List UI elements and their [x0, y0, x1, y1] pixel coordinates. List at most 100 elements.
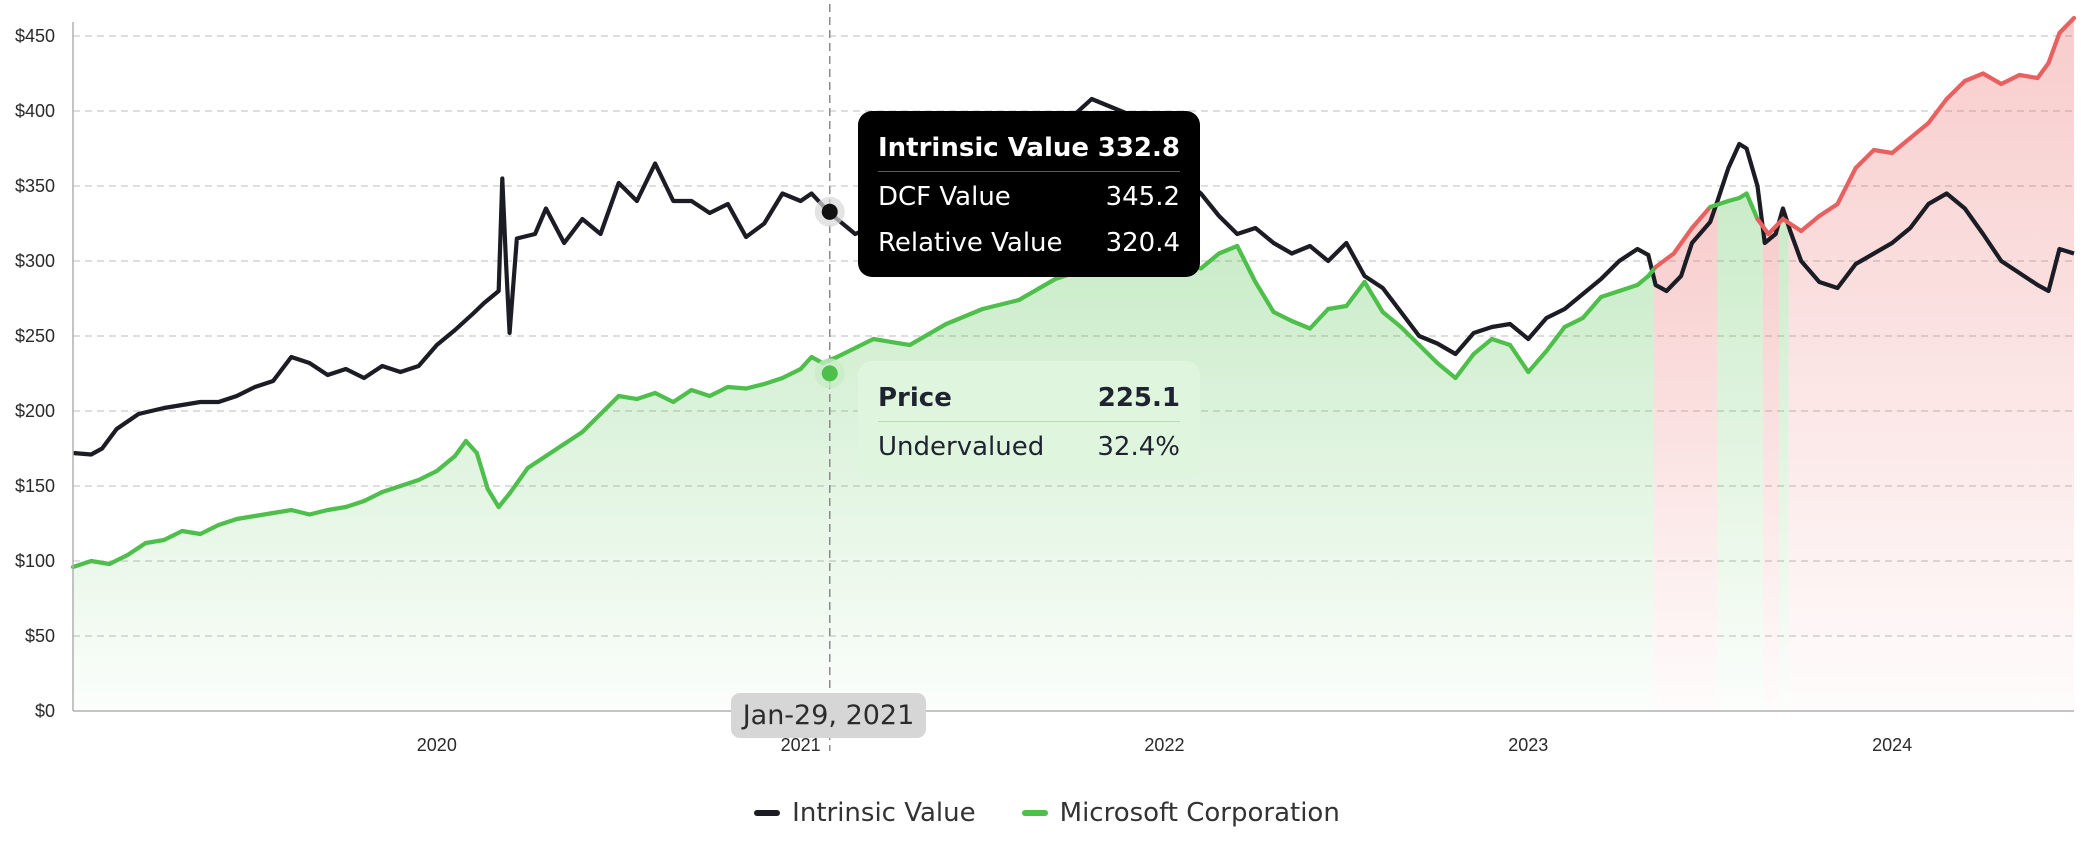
- relative-row: Relative Value 320.4: [878, 220, 1180, 266]
- price-line-segment: [1016, 276, 1058, 303]
- price-line-segment: [1326, 303, 1349, 312]
- price-line-segment: [1871, 147, 1895, 156]
- price-line-segment: [762, 375, 785, 387]
- status-value: 32.4%: [1097, 432, 1180, 462]
- legend-label-price: Microsoft Corporation: [1059, 798, 1340, 828]
- price-line-segment: [743, 381, 767, 391]
- y-tick-label: $0: [35, 701, 55, 721]
- price-line-segment: [1908, 120, 1931, 141]
- overvalued-area: [1653, 204, 1718, 711]
- price-line-segment: [180, 528, 203, 537]
- x-tick-label: 2022: [1144, 735, 1184, 755]
- price-line-segment: [2017, 72, 2040, 81]
- price-line-segment: [1780, 216, 1804, 234]
- price-line-segment: [1271, 309, 1294, 324]
- price-line-segment: [653, 390, 676, 405]
- price-line-segment: [1744, 191, 1760, 222]
- price-line-segment: [2035, 60, 2051, 81]
- price-line-segment: [143, 537, 167, 546]
- price-line-segment: [1307, 306, 1331, 331]
- price-line-segment: [1544, 324, 1567, 354]
- price-line-segment: [107, 552, 130, 567]
- price-tooltip: Price 225.1 Undervalued 32.4%: [858, 361, 1200, 479]
- undervalued-area: [73, 246, 1654, 711]
- relative-value: 320.4: [1105, 228, 1180, 258]
- price-line-segment: [361, 489, 385, 504]
- price-line-segment: [485, 486, 501, 510]
- price-line-segment: [474, 450, 490, 492]
- price-line-segment: [380, 483, 403, 495]
- price-line-segment: [289, 507, 312, 517]
- price-line-segment: [725, 384, 749, 391]
- y-tick-label: $400: [15, 101, 55, 121]
- price-line-segment: [252, 510, 276, 519]
- price-line-segment: [434, 453, 458, 474]
- axis-layer: $0 $50 $100 $150 $200 $250 $300 $350 $400 $450 202…: [15, 22, 2074, 755]
- y-tick-label: $100: [15, 551, 55, 571]
- price-line-segment: [1253, 279, 1276, 315]
- y-tick-label: $350: [15, 176, 55, 196]
- price-line-segment: [1453, 351, 1476, 381]
- price-line-segment: [616, 393, 640, 402]
- price-line-segment: [543, 441, 567, 459]
- price-value: 225.1: [1097, 383, 1180, 413]
- price-line-segment: [1598, 288, 1622, 300]
- price-line-segment: [1799, 213, 1822, 234]
- price-line-segment: [507, 465, 530, 496]
- hover-date-badge: Jan-29, 2021: [731, 693, 926, 738]
- price-line-segment: [216, 516, 239, 528]
- hover-dot-intrinsic: [821, 203, 838, 220]
- price-line-segment: [1235, 243, 1258, 285]
- hover-dot-price: [821, 365, 838, 382]
- price-line-segment: [161, 528, 185, 543]
- hover-layer: [814, 4, 845, 751]
- price-line-segment: [1653, 251, 1676, 270]
- price-line-segment: [1435, 360, 1458, 381]
- price-line-segment: [1617, 282, 1640, 294]
- price-label: Price: [878, 383, 952, 413]
- dcf-row: DCF Value 345.2: [878, 174, 1180, 220]
- price-line-segment: [598, 393, 621, 417]
- legend: Intrinsic Value Microsoft Corporation: [0, 798, 2094, 828]
- price-line-segment: [1562, 315, 1585, 330]
- dcf-label: DCF Value: [878, 182, 1011, 212]
- price-line-segment: [1835, 165, 1858, 207]
- price-line-segment: [1398, 324, 1422, 348]
- price-line-segment: [1526, 348, 1549, 375]
- price-line-segment: [1635, 273, 1651, 288]
- price-line-segment: [398, 477, 421, 489]
- intrinsic-row: Intrinsic Value 332.8: [878, 125, 1180, 171]
- legend-item-price[interactable]: Microsoft Corporation: [1021, 798, 1340, 828]
- price-line-segment: [1853, 147, 1877, 171]
- price-line-segment: [1198, 251, 1222, 271]
- price-line-segment: [89, 558, 112, 567]
- price-line-segment: [562, 429, 585, 447]
- price-line-segment: [689, 387, 712, 399]
- relative-label: Relative Value: [878, 228, 1063, 258]
- price-line-segment: [271, 507, 294, 516]
- y-tick-label: $150: [15, 476, 55, 496]
- price-line-segment: [634, 390, 658, 402]
- price-line-segment: [871, 336, 912, 348]
- price-line-segment: [1362, 279, 1385, 315]
- price-line-segment: [1980, 71, 2004, 87]
- legend-item-intrinsic[interactable]: Intrinsic Value: [754, 798, 976, 828]
- price-line-segment: [1471, 336, 1494, 357]
- price-line-segment: [1926, 96, 1949, 126]
- price-line-segment: [1708, 198, 1731, 210]
- price-line-segment: [907, 321, 949, 348]
- price-line-segment: [1417, 342, 1440, 366]
- price-line-segment: [707, 384, 730, 399]
- price-line-segment: [496, 491, 512, 510]
- price-line-segment: [325, 504, 348, 513]
- price-line-segment: [980, 297, 1022, 312]
- undervalued-area: [1779, 219, 1789, 711]
- price-line-segment: [1962, 71, 1986, 84]
- y-tick-label: $200: [15, 401, 55, 421]
- intrinsic-tooltip: Intrinsic Value 332.8 DCF Value 345.2 Re…: [858, 111, 1200, 277]
- price-line-segment: [416, 468, 439, 483]
- y-tick-label: $450: [15, 26, 55, 46]
- y-tick-label: $250: [15, 326, 55, 346]
- intrinsic-value: 332.8: [1097, 133, 1180, 163]
- price-line-segment: [125, 540, 148, 558]
